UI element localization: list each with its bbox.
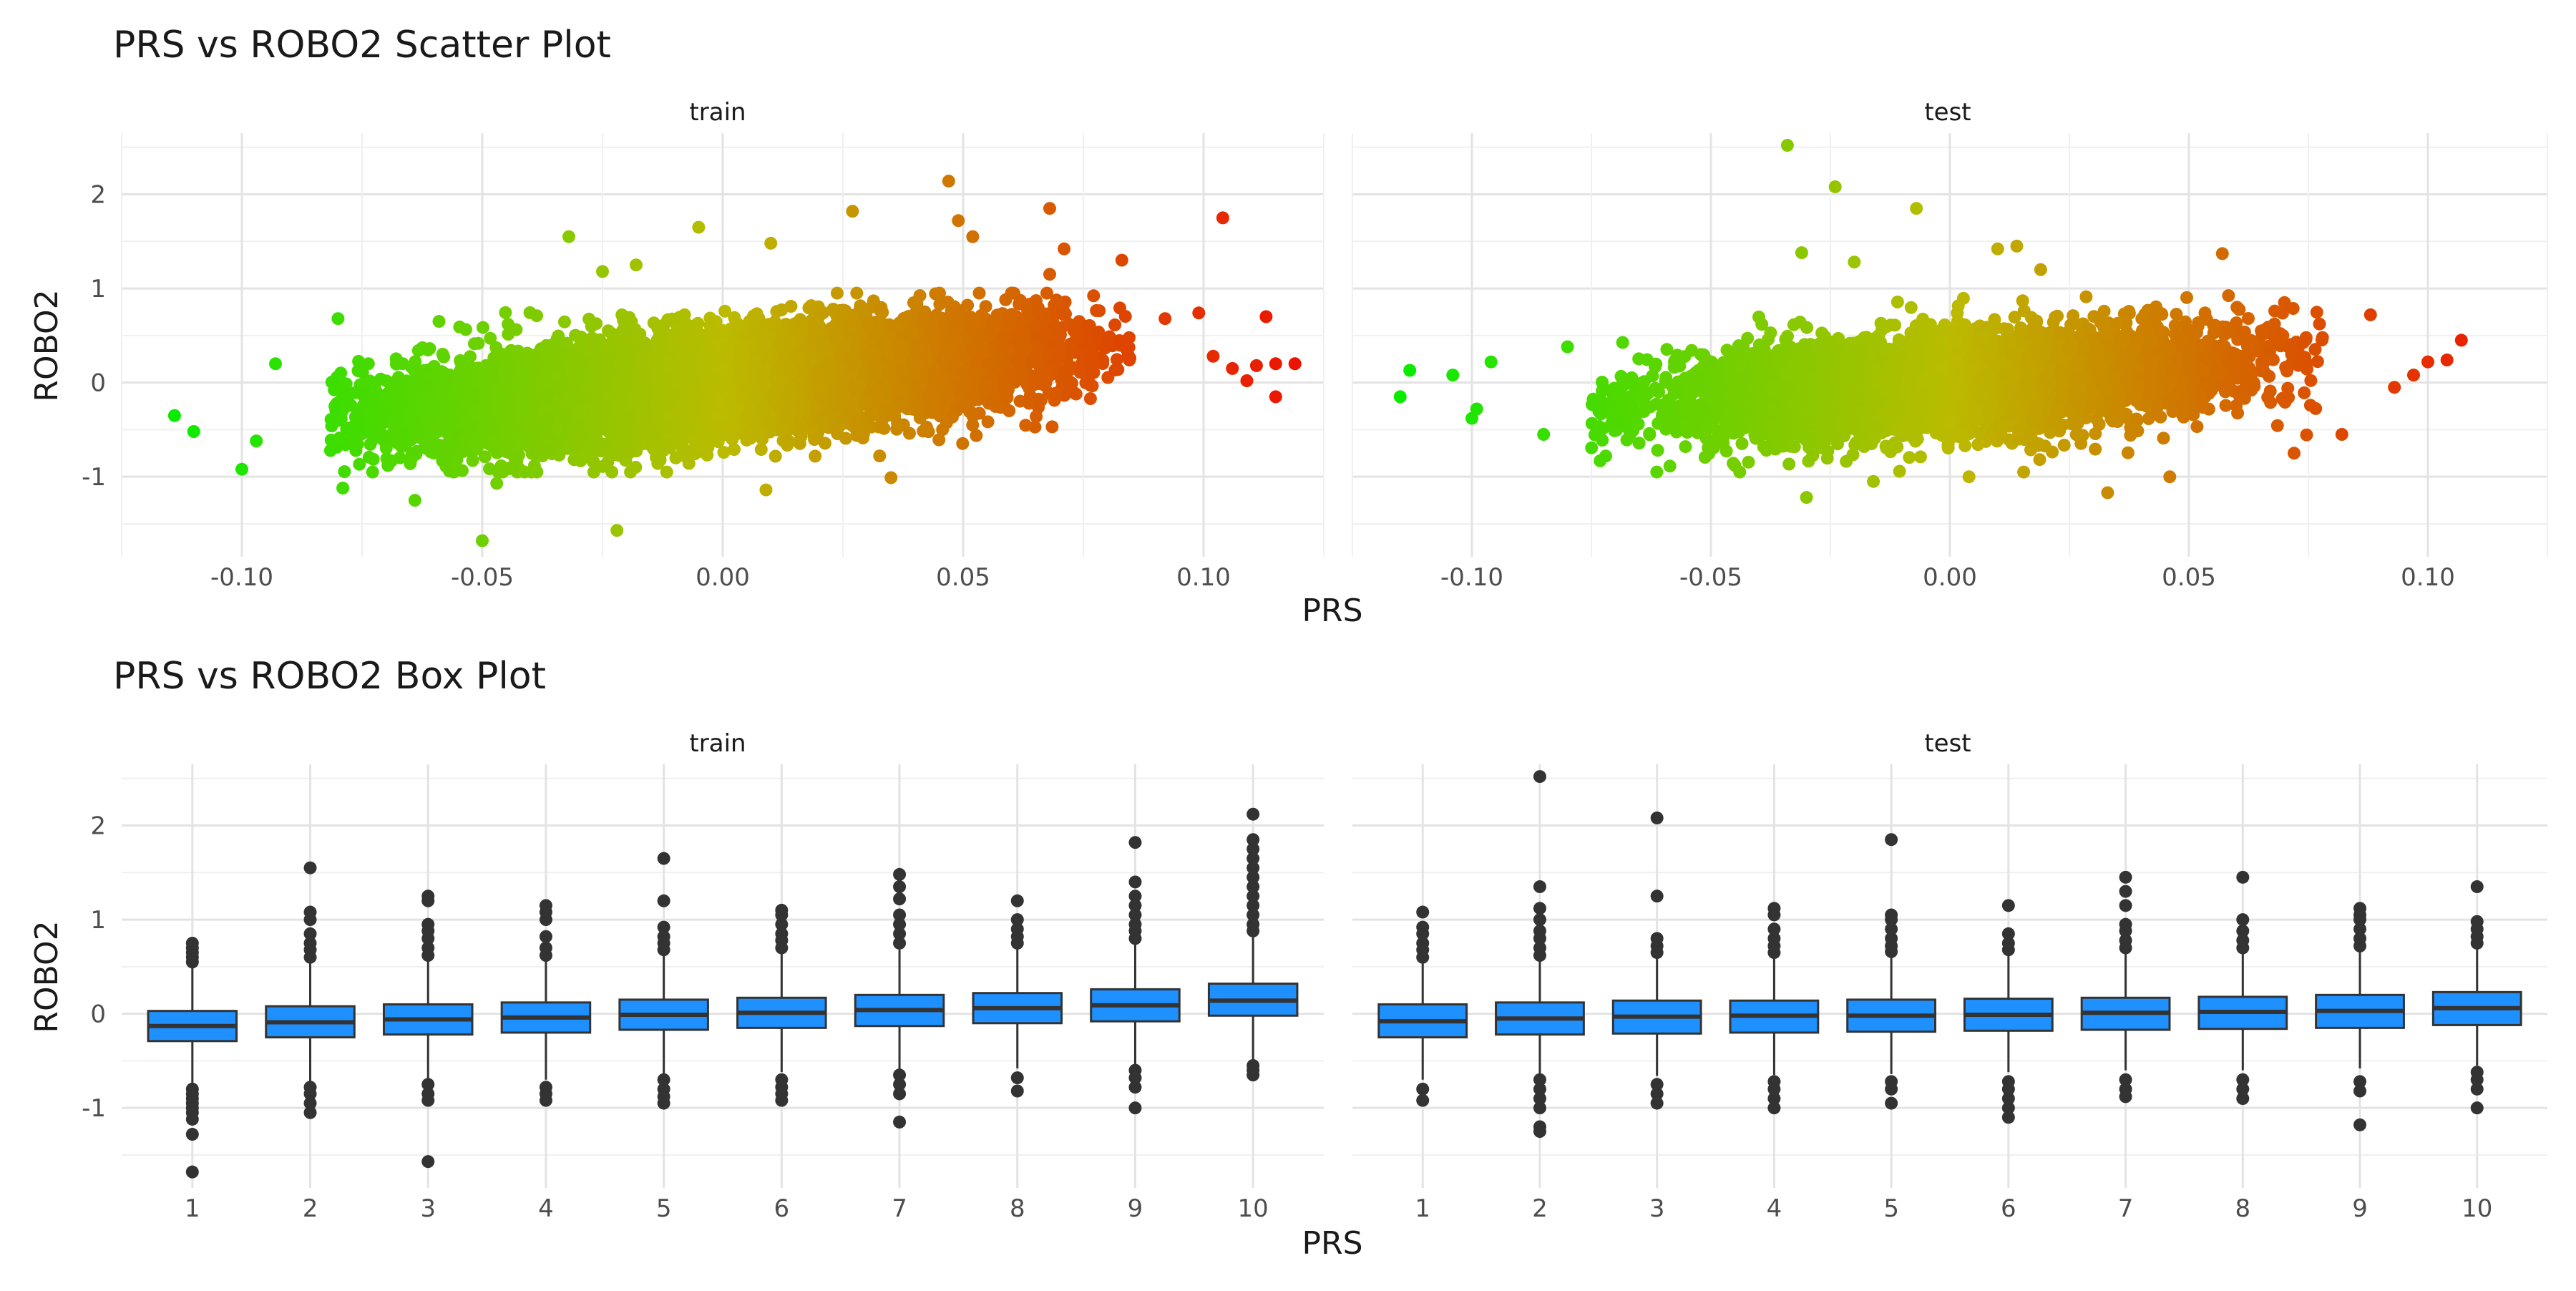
scatter-point <box>1019 419 1032 432</box>
scatter-point <box>831 287 844 300</box>
scatter-point <box>366 466 379 479</box>
scatter-point <box>691 317 704 330</box>
scatter-point <box>1045 420 1058 433</box>
x-tick-label: 0.10 <box>1176 563 1231 592</box>
box-y-axis-title: ROBO2 <box>29 920 65 1033</box>
box-x-axis-title: PRS <box>1302 1225 1362 1262</box>
scatter-x-axis-title: PRS <box>1302 593 1362 629</box>
scatter-point <box>956 437 969 450</box>
y-tick-label: 2 <box>90 181 106 210</box>
y-tick-label: 0 <box>90 369 106 398</box>
scatter-point <box>982 415 995 428</box>
x-tick-label: 0.00 <box>696 563 750 592</box>
scatter-point <box>781 439 794 452</box>
scatter-strip-train: train <box>689 98 746 127</box>
scatter-point <box>1108 318 1121 331</box>
scatter-point <box>970 429 982 442</box>
scatter-point <box>472 337 484 350</box>
x-tick-label: -0.05 <box>451 563 514 592</box>
y-tick-label: 1 <box>90 275 106 303</box>
box-strip-train: train <box>689 729 746 758</box>
box-title: PRS vs ROBO2 Box Plot <box>113 655 546 698</box>
box-strip-test: test <box>1924 729 1971 758</box>
x-tick-label: 0.05 <box>936 563 990 592</box>
scatter-y-axis-title: ROBO2 <box>29 289 65 401</box>
scatter-strip-test: test <box>1924 98 1971 127</box>
scatter-point <box>809 449 821 462</box>
x-tick-label: -0.10 <box>210 563 273 592</box>
scatter-point <box>817 306 830 319</box>
y-tick-label: -1 <box>82 463 106 492</box>
scatter-point <box>394 452 406 464</box>
scatter-title: PRS vs ROBO2 Scatter Plot <box>113 24 611 67</box>
scatter-point <box>769 450 782 463</box>
scatter-point <box>850 287 863 300</box>
scatter-point <box>477 321 489 334</box>
